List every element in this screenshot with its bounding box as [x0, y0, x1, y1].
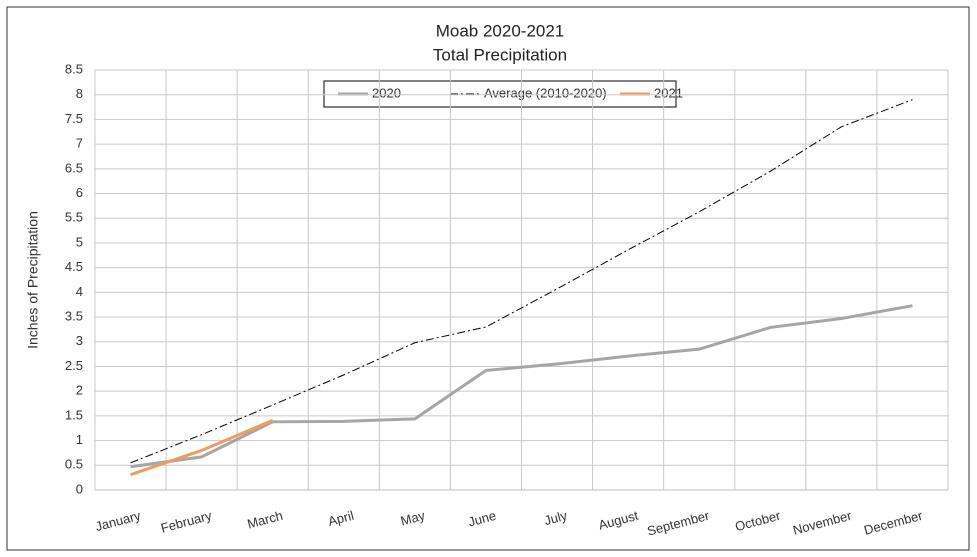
y-tick-label: 4	[76, 284, 83, 299]
chart-title: Moab 2020-2021	[436, 21, 565, 40]
y-tick-label: 3	[76, 333, 83, 348]
series-line	[130, 99, 913, 464]
y-tick-label: 5	[76, 234, 83, 249]
x-tick-label: June	[467, 508, 498, 530]
y-tick-label: 7.5	[65, 111, 83, 126]
y-tick-label: 0.5	[65, 457, 83, 472]
legend-label: 2020	[372, 85, 401, 100]
y-tick-label: 3.5	[65, 308, 83, 323]
legend-label: Average (2010-2020)	[484, 85, 607, 100]
series-line	[130, 418, 274, 477]
legend: 2020 Average (2010-2020) 2021	[323, 80, 683, 108]
x-tick-label: April	[326, 508, 355, 529]
x-tick-label: May	[399, 508, 427, 529]
y-tick-label: 4.5	[65, 259, 83, 274]
legend-box	[323, 80, 677, 108]
y-axis-label: Inches of Precipitation	[25, 211, 41, 349]
x-tick-label: July	[542, 508, 569, 529]
y-tick-label: 6	[76, 185, 83, 200]
y-tick-label: 8.5	[65, 61, 83, 76]
y-tick-label: 2.5	[65, 358, 83, 373]
y-tick-label: 6.5	[65, 160, 83, 175]
y-tick-label: 7	[76, 136, 83, 151]
y-tick-label: 1	[76, 432, 83, 447]
legend-label: 2021	[654, 85, 683, 100]
y-tick-label: 0	[76, 481, 83, 496]
series-line	[130, 304, 913, 469]
y-tick-label: 1.5	[65, 407, 83, 422]
y-tick-label: 2	[76, 383, 83, 398]
y-tick-label: 5.5	[65, 210, 83, 225]
y-tick-label: 8	[76, 86, 83, 101]
chart-subtitle: Total Precipitation	[433, 45, 567, 64]
